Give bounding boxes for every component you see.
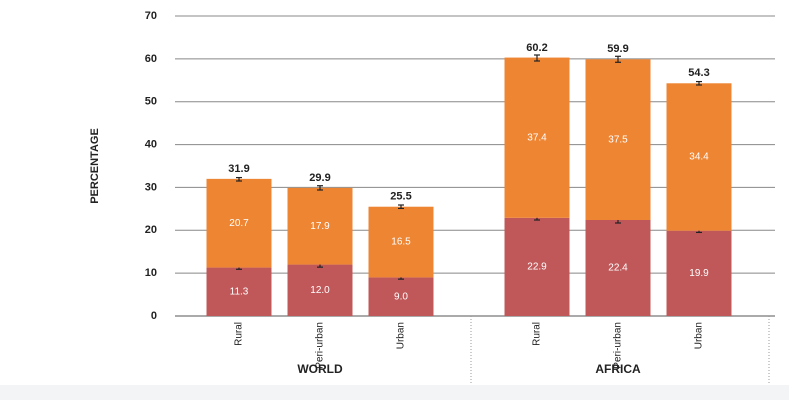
x-tick-label: Rural — [532, 322, 543, 346]
value-label: 11.3 — [230, 286, 249, 297]
value-label: 20.7 — [229, 218, 249, 229]
bar-segment — [368, 277, 434, 316]
bar-segment — [368, 206, 434, 278]
value-label: 37.5 — [608, 134, 628, 145]
bar-segment — [206, 267, 272, 316]
bar-segment — [504, 57, 570, 218]
bar-segment — [666, 83, 732, 231]
y-tick-label: 0 — [151, 310, 157, 322]
value-label: 12.0 — [310, 285, 330, 296]
bar-segment — [585, 59, 651, 221]
total-label: 59.9 — [607, 43, 628, 55]
value-label: 16.5 — [391, 237, 411, 248]
error-bar — [317, 185, 323, 191]
y-axis-title: PERCENTAGE — [89, 128, 101, 204]
bar-segment — [287, 264, 353, 316]
total-label: 25.5 — [390, 191, 411, 203]
x-tick-label: Urban — [396, 322, 407, 349]
y-tick-label: 10 — [145, 267, 157, 279]
group-label: WORLD — [297, 362, 343, 376]
y-tick-label: 20 — [145, 224, 157, 236]
y-tick-label: 40 — [145, 138, 157, 150]
y-tick-label: 60 — [145, 53, 157, 65]
y-tick-label: 50 — [145, 96, 157, 108]
error-bar — [398, 204, 404, 210]
x-tick-label: Peri-urban — [613, 322, 624, 369]
x-tick-label: Rural — [234, 322, 245, 346]
bar-segment — [504, 217, 570, 316]
value-label: 19.9 — [689, 268, 709, 279]
total-label: 54.3 — [688, 67, 709, 79]
bottom-strip — [0, 385, 789, 400]
bar-segment — [585, 220, 651, 316]
error-bar — [615, 55, 621, 63]
y-tick-label: 30 — [145, 181, 157, 193]
value-label: 22.9 — [527, 262, 547, 273]
x-tick-label: Urban — [694, 322, 705, 349]
error-bar — [534, 54, 540, 62]
bar-segment — [666, 230, 732, 316]
error-bar — [696, 80, 702, 86]
group-label: AFRICA — [595, 362, 641, 376]
value-label: 22.4 — [608, 263, 628, 274]
value-label: 17.9 — [310, 221, 330, 232]
y-tick-label: 70 — [145, 10, 157, 22]
value-label: 37.4 — [527, 132, 547, 143]
bar-segment — [287, 187, 353, 265]
total-label: 31.9 — [228, 163, 249, 175]
total-label: 60.2 — [526, 42, 547, 54]
bar-segment — [206, 178, 272, 268]
value-label: 34.4 — [689, 152, 709, 163]
value-label: 9.0 — [394, 291, 408, 302]
total-label: 29.9 — [309, 172, 330, 184]
x-tick-label: Peri-urban — [315, 322, 326, 369]
error-bar — [236, 176, 242, 182]
